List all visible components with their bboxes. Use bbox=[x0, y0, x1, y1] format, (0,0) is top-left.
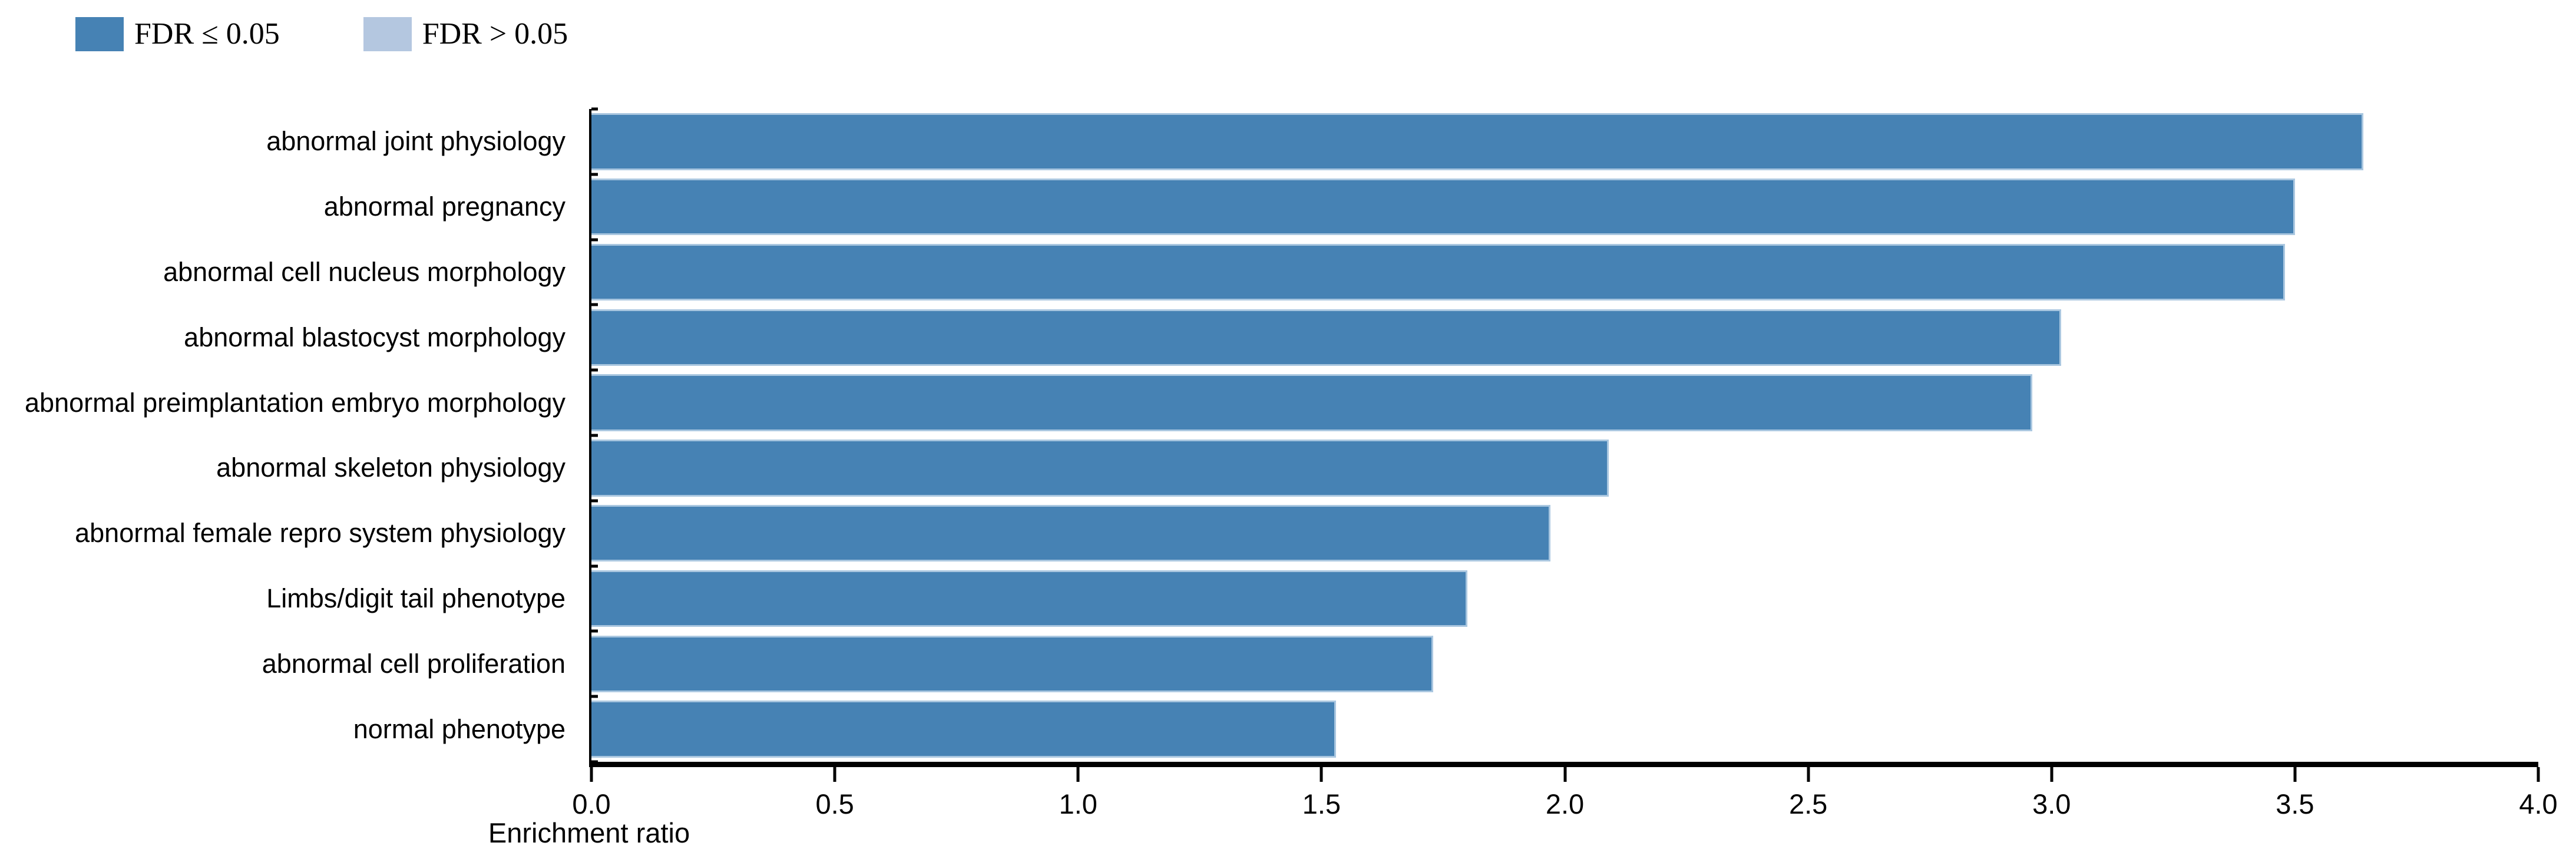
y-axis-category-labels: abnormal joint physiology abnormal pregna… bbox=[0, 109, 566, 762]
x-axis-tick-3.0 bbox=[2050, 767, 2053, 782]
bar-limbs-digit-tail-phenotype bbox=[591, 570, 1468, 627]
x-axis-tick-label-1.5: 1.5 bbox=[1302, 788, 1341, 820]
legend-item-significant: FDR ≤ 0.05 bbox=[75, 16, 280, 51]
x-axis-tick-label-0.0: 0.0 bbox=[572, 788, 611, 820]
x-axis-tick-label-4.0: 4.0 bbox=[2519, 788, 2558, 820]
bar-row-normal-phenotype bbox=[591, 696, 2538, 762]
bar-row-abnormal-skeleton-physiology bbox=[591, 435, 2538, 501]
x-axis-tick-2.0 bbox=[1563, 767, 1566, 782]
bar-abnormal-pregnancy bbox=[591, 179, 2295, 236]
category-label-abnormal-cell-proliferation: abnormal cell proliferation bbox=[262, 648, 566, 679]
y-axis-tick bbox=[591, 760, 598, 764]
category-label-limbs-digit-tail-phenotype: Limbs/digit tail phenotype bbox=[266, 583, 566, 613]
x-axis-tick-1.5 bbox=[1320, 767, 1323, 782]
bar-row-abnormal-preimplantation-embryo-morphology bbox=[591, 370, 2538, 435]
x-axis-tick-label-1.0: 1.0 bbox=[1059, 788, 1097, 820]
y-axis-tick bbox=[591, 238, 598, 242]
y-axis-tick bbox=[591, 499, 598, 503]
bar-abnormal-female-repro-system-physiology bbox=[591, 504, 1550, 562]
x-axis-tick-0.0 bbox=[590, 767, 593, 782]
bar-row-abnormal-female-repro-system-physiology bbox=[591, 501, 2538, 566]
x-axis-tick-3.5 bbox=[2293, 767, 2297, 782]
x-axis-tick-label-2.0: 2.0 bbox=[1545, 788, 1585, 820]
x-axis-tick-label-3.0: 3.0 bbox=[2032, 788, 2071, 820]
category-label-abnormal-skeleton-physiology: abnormal skeleton physiology bbox=[216, 452, 566, 483]
legend-label-not-significant: FDR > 0.05 bbox=[422, 17, 568, 51]
bar-abnormal-cell-proliferation bbox=[591, 635, 1434, 692]
category-label-abnormal-blastocyst-morphology: abnormal blastocyst morphology bbox=[184, 322, 566, 352]
y-axis-tick bbox=[591, 107, 598, 111]
x-axis-tick-0.5 bbox=[833, 767, 836, 782]
bar-row-limbs-digit-tail-phenotype bbox=[591, 566, 2538, 632]
legend-swatch-not-significant bbox=[363, 16, 412, 51]
y-axis-tick bbox=[591, 434, 598, 437]
x-axis-title: Enrichment ratio bbox=[488, 817, 690, 848]
bar-row-abnormal-cell-nucleus-morphology bbox=[591, 240, 2538, 305]
bar-normal-phenotype bbox=[591, 701, 1337, 758]
bar-abnormal-cell-nucleus-morphology bbox=[591, 243, 2286, 301]
category-label-abnormal-cell-nucleus-morphology: abnormal cell nucleus morphology bbox=[163, 256, 566, 287]
bar-abnormal-preimplantation-embryo-morphology bbox=[591, 374, 2032, 431]
y-axis-tick bbox=[591, 303, 598, 306]
bar-abnormal-skeleton-physiology bbox=[591, 440, 1609, 497]
x-axis-tick-2.5 bbox=[1807, 767, 1810, 782]
bar-abnormal-joint-physiology bbox=[591, 113, 2363, 170]
x-axis-tick-4.0 bbox=[2537, 767, 2540, 782]
legend-label-significant: FDR ≤ 0.05 bbox=[134, 17, 280, 51]
category-label-abnormal-pregnancy: abnormal pregnancy bbox=[323, 191, 566, 222]
bars-area bbox=[591, 109, 2538, 762]
category-label-normal-phenotype: normal phenotype bbox=[353, 713, 566, 744]
bar-row-abnormal-pregnancy bbox=[591, 174, 2538, 240]
x-axis-tick-label-3.5: 3.5 bbox=[2276, 788, 2314, 820]
x-axis-tick-label-0.5: 0.5 bbox=[815, 788, 854, 820]
x-axis-tick-label-2.5: 2.5 bbox=[1788, 788, 1828, 820]
y-axis-tick bbox=[591, 564, 598, 568]
y-axis-tick bbox=[591, 629, 598, 633]
y-axis-tick bbox=[591, 695, 598, 698]
bar-row-abnormal-joint-physiology bbox=[591, 109, 2538, 174]
legend-swatch-significant bbox=[75, 16, 124, 51]
bar-row-abnormal-blastocyst-morphology bbox=[591, 305, 2538, 370]
legend-item-not-significant: FDR > 0.05 bbox=[363, 16, 568, 51]
category-label-abnormal-female-repro-system-physiology: abnormal female repro system physiology bbox=[75, 518, 566, 549]
bar-abnormal-blastocyst-morphology bbox=[591, 309, 2062, 366]
x-axis-tick-1.0 bbox=[1076, 767, 1080, 782]
plot-area: 0.0 0.5 1.0 1.5 2.0 2.5 3.0 3.5 4.0 bbox=[572, 107, 2558, 820]
category-label-abnormal-joint-physiology: abnormal joint physiology bbox=[266, 126, 566, 157]
bar-row-abnormal-cell-proliferation bbox=[591, 631, 2538, 696]
category-label-abnormal-preimplantation-embryo-morphology: abnormal preimplantation embryo morpholo… bbox=[25, 387, 566, 418]
y-axis-tick bbox=[591, 368, 598, 372]
legend: FDR ≤ 0.05 FDR > 0.05 bbox=[75, 16, 568, 51]
y-axis-tick bbox=[591, 173, 598, 176]
